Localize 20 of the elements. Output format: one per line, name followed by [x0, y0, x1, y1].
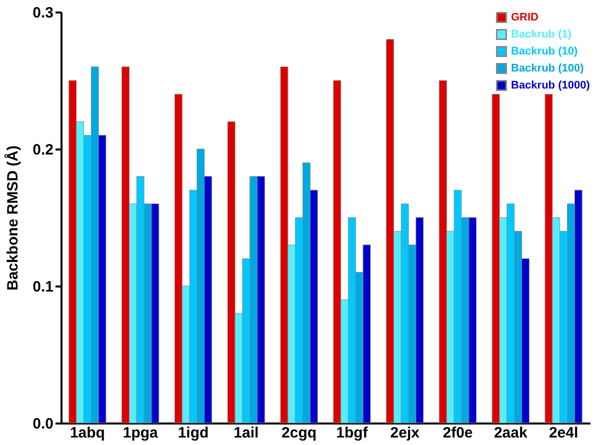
- x-tick-label: 2ejx: [390, 424, 420, 442]
- x-tick-label: 2cgq: [282, 424, 317, 442]
- x-tick-label: 1abq: [70, 424, 105, 442]
- x-tick-label: 1bgf: [336, 424, 369, 442]
- y-tick-label: 0.3: [32, 4, 54, 22]
- y-tick-label: 0.0: [32, 416, 54, 432]
- x-tick-label: 2aak: [494, 424, 528, 442]
- y-tick-label: 0.1: [32, 278, 54, 296]
- y-axis-title: Backbone RMSD (Å): [4, 145, 22, 291]
- x-tick-label: 2e4l: [548, 424, 578, 442]
- x-tick-label: 2f0e: [442, 424, 473, 442]
- y-tick-label: 0.2: [32, 142, 54, 158]
- legend-label: Backrub (1000): [511, 80, 590, 92]
- legend-label: Backrub (1): [511, 28, 572, 40]
- legend-label: GRID: [511, 12, 539, 24]
- x-tick-label: 1igd: [178, 424, 209, 442]
- legend-label: Backrub (10): [511, 46, 578, 58]
- x-tick-label: 1ail: [234, 424, 259, 442]
- x-tick-label: 1pga: [122, 424, 159, 442]
- legend-label: Backrub (100): [511, 62, 584, 74]
